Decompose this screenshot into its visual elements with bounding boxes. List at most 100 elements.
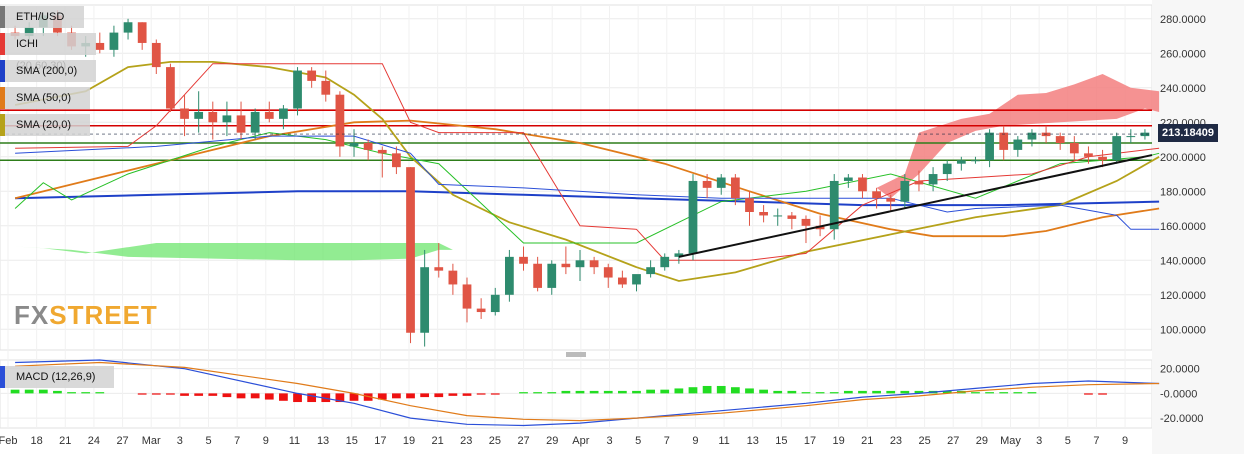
macd-histogram-bar — [1013, 392, 1023, 394]
macd-histogram-bar — [490, 393, 500, 395]
x-tick-label: 17 — [804, 435, 816, 447]
x-tick-label: 7 — [1093, 435, 1099, 447]
macd-histogram-bar — [688, 387, 698, 394]
candle-body — [24, 27, 34, 37]
x-tick-label: 15 — [775, 435, 787, 447]
x-tick-label: May — [1000, 435, 1021, 447]
macd-histogram-bar — [519, 392, 528, 394]
macd-histogram-bar — [349, 393, 359, 401]
macd-histogram-bar — [38, 389, 48, 394]
macd-tick-label: -20.0000 — [1160, 413, 1203, 425]
x-tick-label: 3 — [606, 435, 612, 447]
y-tick-label: 140.0000 — [1160, 255, 1206, 267]
x-tick-label: 17 — [374, 435, 386, 447]
candle-body — [547, 263, 557, 288]
macd-histogram-bar — [1027, 392, 1037, 394]
candle-body — [505, 256, 514, 295]
candle-body — [420, 267, 430, 333]
legend-macd[interactable]: MACD (12,26,9) — [0, 366, 114, 388]
macd-histogram-bar — [575, 390, 585, 394]
macd-histogram-bar — [745, 388, 754, 394]
price-axis-bg — [1152, 0, 1244, 454]
macd-histogram-bar — [1098, 393, 1107, 395]
x-tick-label: 27 — [947, 435, 959, 447]
macd-histogram-bar — [392, 393, 401, 399]
x-tick-label: Feb — [0, 435, 17, 447]
macd-histogram-bar — [95, 392, 105, 394]
legend-symbol[interactable]: ETH/USD — [0, 6, 84, 28]
x-tick-label: 27 — [116, 435, 128, 447]
x-tick-label: 7 — [234, 435, 240, 447]
macd-histogram-bar — [900, 390, 910, 394]
x-tick-label: 24 — [88, 435, 100, 447]
candle-body — [279, 108, 288, 119]
y-tick-label: 160.0000 — [1160, 221, 1206, 233]
macd-histogram-bar — [759, 389, 768, 394]
y-tick-label: 120.0000 — [1160, 290, 1206, 302]
candle-body — [476, 308, 486, 313]
candle-body — [646, 267, 655, 275]
legend-ichimoku[interactable]: ICHI (20,60,30) — [0, 33, 96, 72]
macd-histogram-bar — [321, 393, 331, 403]
legend-sma50-label: SMA (50,0) — [16, 92, 72, 104]
fxstreet-logo: FXSTREET — [14, 300, 158, 331]
macd-histogram-bar — [166, 393, 175, 395]
x-tick-label: Apr — [572, 435, 589, 447]
legend-sma200[interactable]: SMA (200,0) — [0, 60, 96, 82]
candle-body — [1112, 136, 1122, 161]
logo-street: STREET — [49, 300, 158, 330]
macd-histogram-bar — [420, 393, 430, 398]
macd-histogram-bar — [24, 389, 34, 394]
macd-histogram-bar — [632, 390, 641, 394]
legend-sma50[interactable]: SMA (50,0) — [0, 87, 90, 109]
candle-body — [1084, 153, 1093, 157]
x-tick-label: 13 — [317, 435, 329, 447]
candle-body — [406, 167, 415, 333]
macd-histogram-bar — [985, 392, 994, 394]
legend-swatch — [0, 6, 5, 28]
candle-body — [363, 143, 373, 150]
macd-histogram-bar — [151, 393, 161, 395]
macd-histogram-bar — [335, 393, 345, 403]
candle-body — [1140, 132, 1150, 137]
ichimoku-cloud-red — [876, 74, 1160, 199]
legend-sma200-label: SMA (200,0) — [16, 65, 78, 77]
trendline — [678, 154, 1153, 258]
macd-histogram-bar — [914, 390, 924, 394]
candle-body — [321, 80, 331, 95]
candle-body — [589, 260, 599, 268]
macd-histogram-bar — [646, 389, 655, 394]
legend-swatch — [0, 60, 5, 82]
candle-body — [730, 177, 740, 199]
macd-histogram-bar — [222, 393, 232, 398]
legend-sma20[interactable]: SMA (20,0) — [0, 114, 90, 136]
macd-histogram-bar — [660, 389, 670, 394]
ichimoku-base-line — [15, 63, 1160, 261]
candle-body — [519, 256, 528, 264]
candle-body — [250, 111, 260, 133]
macd-histogram-bar — [406, 393, 415, 399]
candle-body — [942, 163, 952, 175]
x-tick-label: 11 — [718, 435, 729, 447]
sma20-line — [14, 61, 1160, 282]
macd-histogram-bar — [858, 390, 867, 394]
candle-body — [293, 70, 302, 109]
pane-resize-handle — [566, 352, 586, 357]
candle-body — [829, 180, 839, 230]
ichimoku-conversion-line — [15, 135, 1160, 230]
macd-signal-line — [15, 361, 1160, 422]
candle-body — [660, 256, 670, 268]
candle-body — [617, 277, 627, 285]
macd-histogram-bar — [250, 393, 260, 399]
macd-histogram-bar — [730, 387, 740, 394]
macd-histogram-bar — [10, 389, 20, 394]
candle-body — [335, 94, 345, 147]
x-tick-label: 23 — [460, 435, 472, 447]
macd-histogram-bar — [1084, 393, 1093, 395]
candle-body — [377, 149, 387, 154]
x-tick-label: 25 — [918, 435, 930, 447]
candle-body — [999, 132, 1009, 150]
candle-body — [1126, 136, 1136, 138]
candle-body — [448, 270, 458, 285]
legend-macd-label: MACD (12,26,9) — [16, 371, 96, 383]
